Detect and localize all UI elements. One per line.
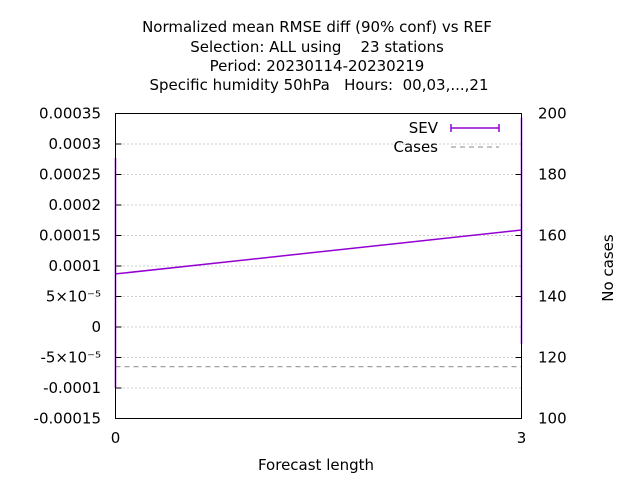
y-tick-label: 0.00035 xyxy=(39,105,101,123)
legend-label-sev: SEV xyxy=(409,119,439,137)
y-tick-label: -0.00015 xyxy=(34,410,101,428)
y2-axis-ticks: 200 180 160 140 120 100 xyxy=(515,105,567,428)
grid-lines xyxy=(115,143,522,389)
y2-tick-label: 100 xyxy=(538,410,567,428)
y-tick-label: 5×10⁻⁵ xyxy=(46,288,101,306)
y2-tick-label: 180 xyxy=(538,166,567,184)
title-line-2: Selection: ALL using 23 stations xyxy=(190,38,444,56)
y2-axis-label: No cases xyxy=(599,234,617,302)
y-tick-label: -0.0001 xyxy=(43,379,101,397)
title-line-3: Period: 20230114-20230219 xyxy=(210,57,425,75)
y-tick-label: 0.00015 xyxy=(39,227,101,245)
y2-tick-label: 120 xyxy=(538,349,567,367)
x-tick-label: 0 xyxy=(111,429,121,447)
y2-tick-label: 160 xyxy=(538,227,567,245)
y-tick-label: 0.00025 xyxy=(39,166,101,184)
y2-tick-label: 140 xyxy=(538,288,567,306)
chart-title: Normalized mean RMSE diff (90% conf) vs … xyxy=(142,18,492,94)
title-line-4: Specific humidity 50hPa Hours: 00,03,...… xyxy=(149,76,488,94)
legend: SEV Cases xyxy=(393,119,500,156)
plot-frame xyxy=(115,113,522,419)
title-line-1: Normalized mean RMSE diff (90% conf) vs … xyxy=(142,18,492,36)
y2-tick-label: 200 xyxy=(538,105,567,123)
y-tick-label: -5×10⁻⁵ xyxy=(40,349,101,367)
sev-line xyxy=(115,229,522,275)
x-tick-label: 3 xyxy=(517,429,527,447)
y-tick-label: 0.0001 xyxy=(49,257,102,275)
y-tick-label: 0.0002 xyxy=(49,196,102,214)
y-tick-label: 0.0003 xyxy=(49,135,102,153)
y-axis-ticks: 0.00035 0.0003 0.00025 0.0002 0.00015 0.0001 5… xyxy=(34,105,122,428)
series-layer xyxy=(114,117,523,388)
legend-label-cases: Cases xyxy=(393,138,438,156)
x-axis-label: Forecast length xyxy=(258,456,374,474)
y-tick-label: 0 xyxy=(91,318,101,336)
